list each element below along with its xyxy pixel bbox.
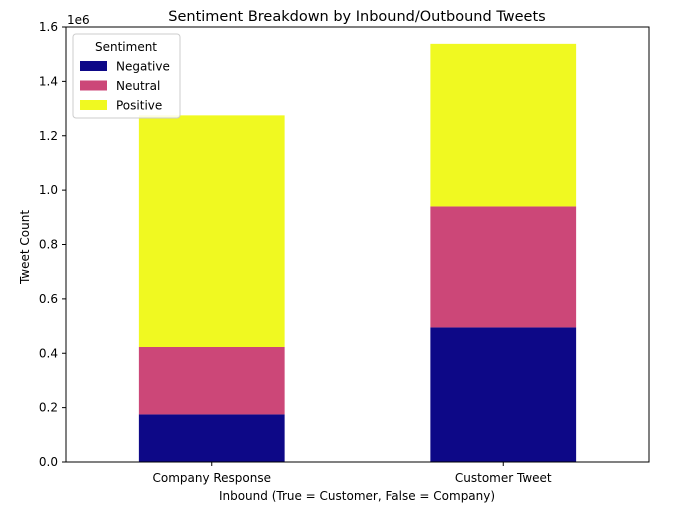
y-tick-label: 0.2 (39, 401, 58, 415)
y-offset-label: 1e6 (67, 13, 90, 27)
y-tick-label: 0.6 (39, 292, 58, 306)
y-axis-ticks: 0.0 0.2 0.4 0.6 0.8 1.0 1.2 1.4 1.6 (39, 20, 66, 469)
legend-swatch-positive (80, 100, 107, 110)
y-tick-label: 0.0 (39, 455, 58, 469)
y-tick-label: 1.4 (39, 74, 58, 88)
bar-neutral-company-response (138, 346, 285, 415)
bar-negative-company-response (138, 414, 285, 462)
bar-positive-customer-tweet (430, 43, 577, 207)
legend-label-positive: Positive (116, 99, 162, 113)
bars (138, 43, 577, 462)
bar-positive-company-response (138, 115, 285, 347)
y-axis-label: Tweet Count (18, 210, 32, 285)
legend-label-neutral: Neutral (116, 79, 160, 93)
x-tick-label: Customer Tweet (455, 471, 552, 485)
x-axis-label: Inbound (True = Customer, False = Compan… (219, 489, 495, 503)
y-tick-label: 1.2 (39, 129, 58, 143)
y-tick-label: 0.8 (39, 238, 58, 252)
y-tick-label: 1.0 (39, 183, 58, 197)
plot-frame (65, 26, 650, 463)
legend-swatch-negative (80, 61, 107, 71)
chart-title: Sentiment Breakdown by Inbound/Outbound … (168, 9, 545, 25)
legend-box (72, 33, 181, 119)
bar-neutral-customer-tweet (430, 206, 577, 328)
x-axis-ticks: Company Response Customer Tweet (152, 462, 552, 485)
y-tick-label: 0.4 (39, 346, 58, 360)
legend-title: Sentiment (95, 40, 157, 54)
x-tick-label: Company Response (152, 471, 271, 485)
legend-label-negative: Negative (116, 60, 170, 74)
y-tick-label: 1.6 (39, 20, 58, 34)
legend-swatch-neutral (80, 80, 107, 91)
bar-negative-customer-tweet (430, 327, 577, 462)
legend: Sentiment Negative Neutral Positive (72, 33, 181, 119)
